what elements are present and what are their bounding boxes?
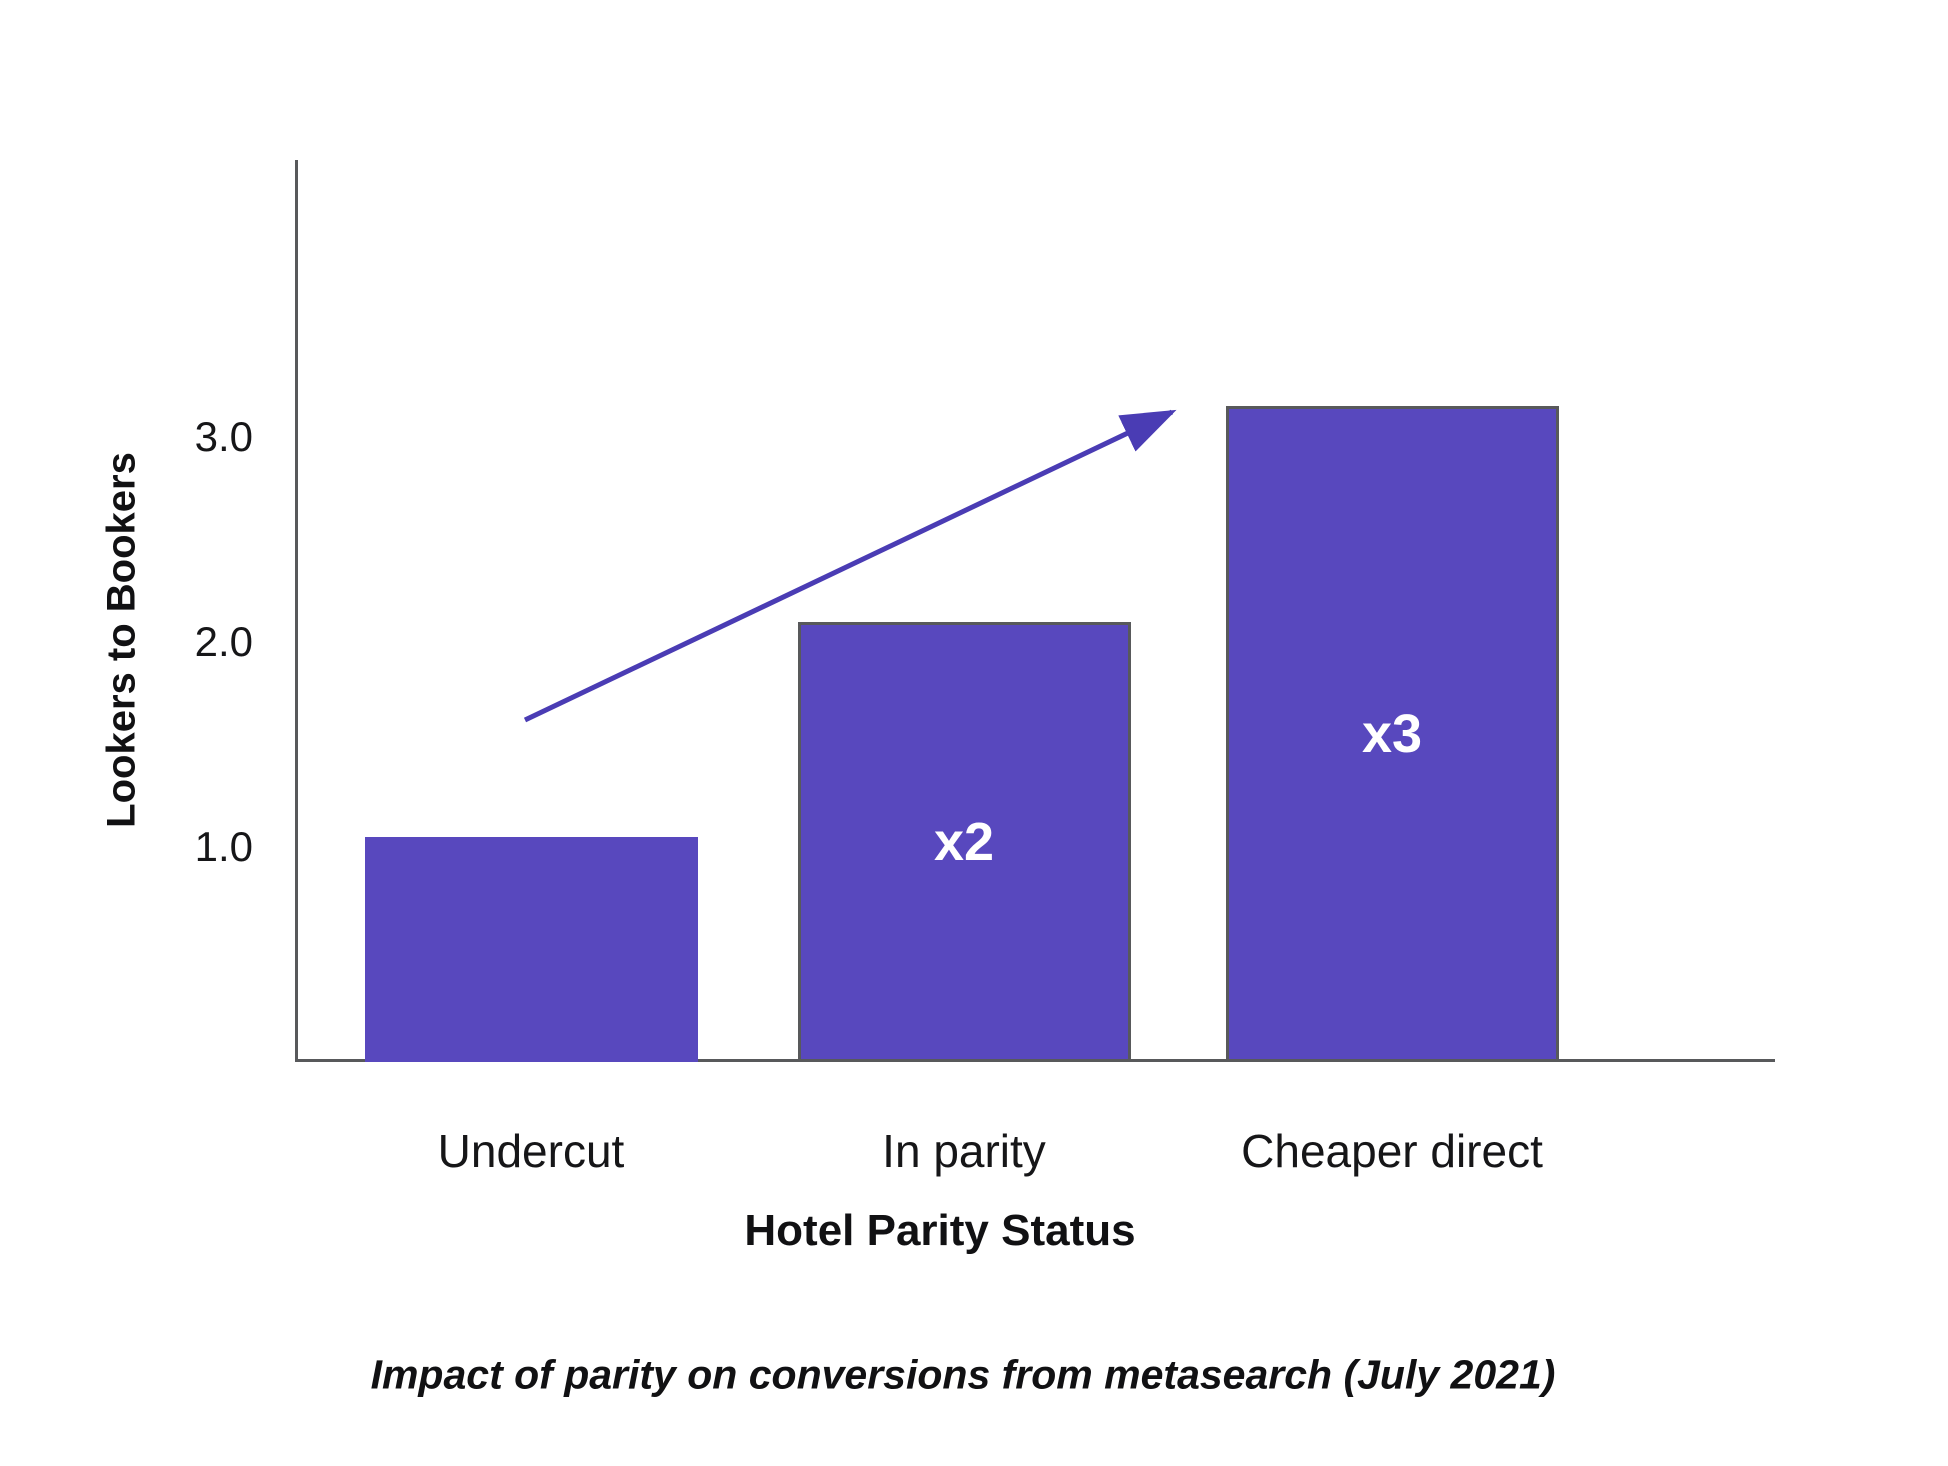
bar-undercut: [364, 836, 698, 1062]
bar-cheaper-direct: [1225, 406, 1559, 1062]
y-tick-label: 2.0: [194, 618, 253, 665]
bar-multiplier-label: x3: [1361, 704, 1423, 765]
x-tick-label-cheaper-direct: Cheaper direct: [1241, 1125, 1543, 1177]
y-axis-line: [295, 160, 298, 1062]
y-tick-label: 1.0: [194, 823, 253, 870]
x-axis-title: Hotel Parity Status: [744, 1206, 1136, 1255]
x-tick-label-in-parity: In parity: [882, 1125, 1046, 1177]
chart-caption: Impact of parity on conversions from met…: [370, 1351, 1556, 1398]
y-tick-label: 3.0: [194, 413, 253, 460]
x-tick-label-undercut: Undercut: [437, 1125, 625, 1177]
bar-multiplier-label: x2: [933, 811, 995, 872]
